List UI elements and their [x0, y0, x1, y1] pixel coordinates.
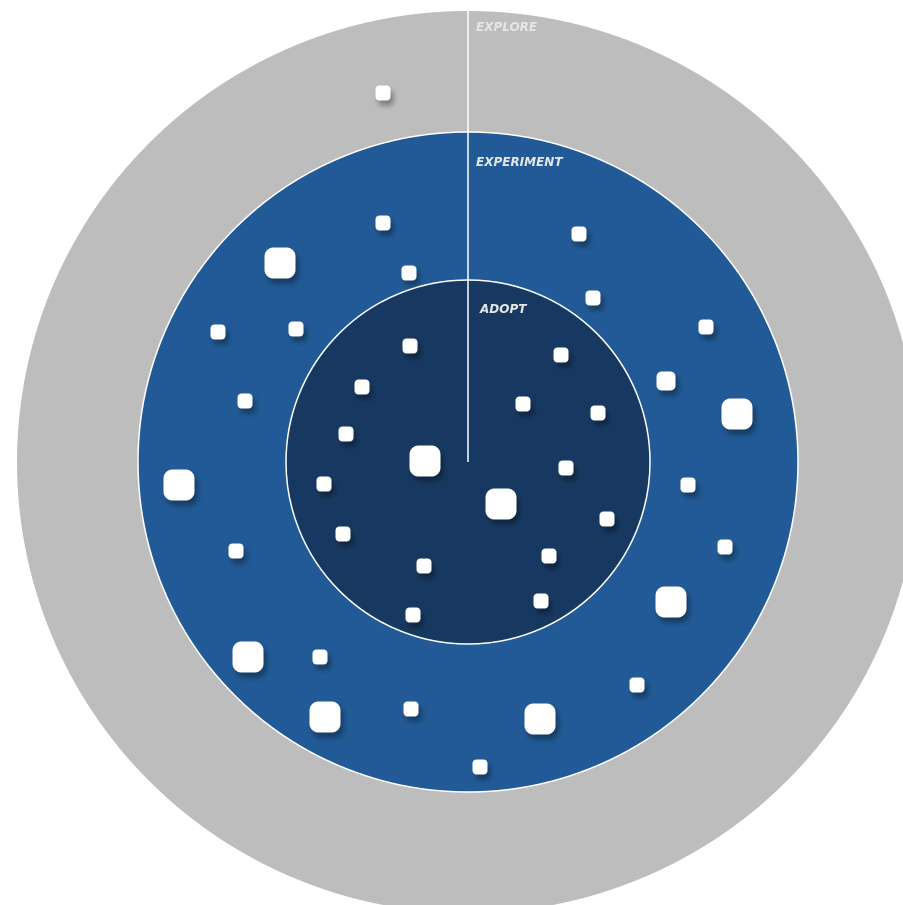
ring-label-adopt: ADOPT: [479, 302, 527, 316]
blip-experiment[interactable]: [375, 215, 391, 231]
blip-adopt[interactable]: [590, 405, 606, 421]
blip-experiment[interactable]: [237, 393, 253, 409]
blip-adopt[interactable]: [405, 607, 421, 623]
blip-adopt[interactable]: [553, 347, 569, 363]
blip-adopt[interactable]: [485, 488, 517, 520]
blips-layer: [163, 85, 753, 775]
blip-experiment[interactable]: [585, 290, 601, 306]
blip-explore[interactable]: [375, 85, 391, 101]
blip-experiment[interactable]: [680, 477, 696, 493]
blip-experiment[interactable]: [232, 641, 264, 673]
blip-experiment[interactable]: [264, 247, 296, 279]
blip-adopt[interactable]: [515, 396, 531, 412]
blip-experiment[interactable]: [403, 701, 419, 717]
blip-experiment[interactable]: [309, 701, 341, 733]
blip-adopt[interactable]: [599, 511, 615, 527]
blip-adopt[interactable]: [402, 338, 418, 354]
blip-experiment[interactable]: [698, 319, 714, 335]
blip-experiment[interactable]: [629, 677, 645, 693]
blip-experiment[interactable]: [655, 586, 687, 618]
blip-experiment[interactable]: [571, 226, 587, 242]
blip-experiment[interactable]: [288, 321, 304, 337]
blip-experiment[interactable]: [210, 324, 226, 340]
blip-adopt[interactable]: [354, 379, 370, 395]
blip-adopt[interactable]: [338, 426, 354, 442]
blip-experiment[interactable]: [163, 469, 195, 501]
blip-adopt[interactable]: [335, 526, 351, 542]
blip-adopt[interactable]: [316, 476, 332, 492]
blip-experiment[interactable]: [472, 759, 488, 775]
ring-label-experiment: EXPERIMENT: [476, 155, 563, 169]
blip-experiment[interactable]: [228, 543, 244, 559]
blip-experiment[interactable]: [401, 265, 417, 281]
blip-experiment[interactable]: [312, 649, 328, 665]
blip-experiment[interactable]: [524, 703, 556, 735]
blip-experiment[interactable]: [656, 371, 676, 391]
blip-adopt[interactable]: [558, 460, 574, 476]
blip-adopt[interactable]: [409, 445, 441, 477]
blip-experiment[interactable]: [717, 539, 733, 555]
ring-label-explore: EXPLORE: [476, 20, 538, 34]
blip-adopt[interactable]: [533, 593, 549, 609]
blip-experiment[interactable]: [721, 398, 753, 430]
blip-adopt[interactable]: [416, 558, 432, 574]
blip-adopt[interactable]: [541, 548, 557, 564]
